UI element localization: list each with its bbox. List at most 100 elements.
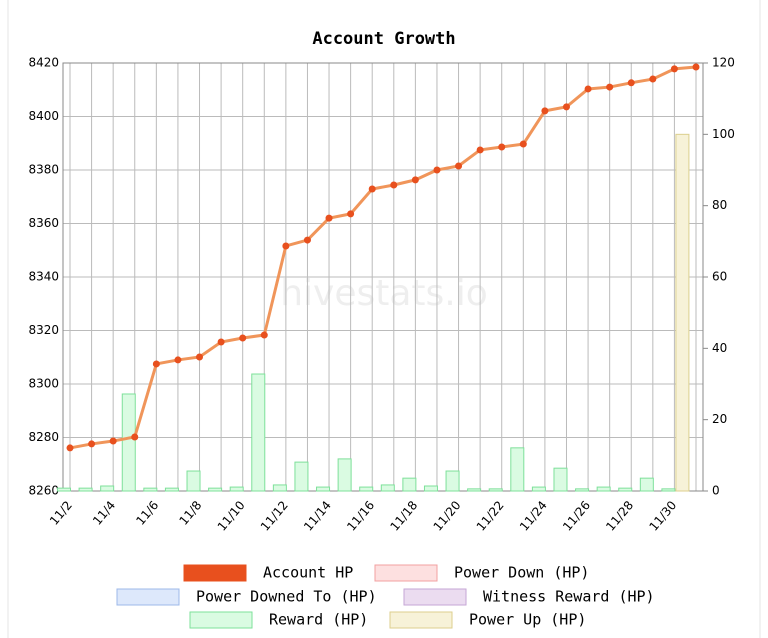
bar [661, 488, 676, 492]
bar [251, 373, 266, 492]
bar [531, 486, 546, 492]
y-tick-label: 8360 [28, 216, 59, 230]
bar [337, 458, 352, 492]
chart-title: Account Growth [312, 29, 455, 49]
x-tick-label: 11/8 [176, 498, 204, 528]
point [174, 356, 182, 364]
y2-tick-label: 120 [712, 56, 735, 70]
bar [143, 487, 158, 492]
x-tick-label: 11/26 [560, 498, 593, 533]
point [498, 143, 506, 151]
point [627, 79, 635, 87]
point [455, 162, 463, 170]
bar [402, 477, 417, 492]
y2-tick-label: 80 [712, 198, 727, 212]
legend-label: Power Down (HP) [454, 564, 589, 582]
y2-tick-label: 20 [712, 412, 727, 426]
x-tick-label: 11/6 [133, 498, 161, 528]
point [88, 440, 96, 448]
point [562, 103, 570, 111]
point [670, 65, 678, 73]
x-tick-label: 11/20 [431, 498, 464, 533]
x-tick-label: 11/10 [215, 498, 248, 533]
y-tick-label: 8300 [28, 377, 59, 391]
bar [164, 487, 179, 492]
bar [121, 393, 136, 492]
y-tick-label: 8260 [28, 484, 59, 498]
y2-tick-label: 100 [712, 127, 735, 141]
bar [675, 133, 690, 492]
bar [316, 486, 331, 492]
bar [553, 467, 568, 492]
x-tick-label: 11/30 [646, 498, 679, 533]
bar [78, 487, 93, 492]
bar [488, 488, 503, 492]
legend-label: Account HP [263, 564, 353, 582]
y2-tick-label: 60 [712, 270, 727, 284]
bar [294, 461, 309, 492]
y-tick-label: 8340 [28, 270, 59, 284]
legend-swatch [403, 588, 467, 606]
bar [575, 488, 590, 492]
point [109, 437, 117, 445]
bar [229, 486, 244, 492]
y2-tick-label: 40 [712, 341, 727, 355]
bar [639, 477, 654, 492]
bar [618, 487, 633, 492]
point [584, 85, 592, 93]
point [260, 331, 268, 339]
x-tick-label: 11/2 [47, 498, 75, 528]
x-tick-label: 11/28 [603, 498, 636, 533]
point [347, 210, 355, 218]
point [282, 242, 290, 250]
point [476, 146, 484, 154]
legend-label: Power Downed To (HP) [196, 588, 377, 606]
point [325, 214, 333, 222]
point [368, 185, 376, 193]
y-tick-label: 8320 [28, 323, 59, 337]
point [303, 236, 311, 244]
point [131, 433, 139, 441]
point [541, 107, 549, 115]
bar [208, 487, 223, 492]
bar [100, 485, 115, 492]
bar [359, 486, 374, 492]
point [519, 140, 527, 148]
point [692, 63, 700, 71]
y-tick-label: 8280 [28, 430, 59, 444]
y2-tick-label: 0 [712, 484, 720, 498]
x-tick-label: 11/18 [387, 498, 420, 533]
point [433, 166, 441, 174]
legend-swatch [374, 564, 438, 582]
point [66, 444, 74, 452]
point [239, 334, 247, 342]
y-tick-label: 8380 [28, 163, 59, 177]
point [196, 353, 204, 361]
point [217, 338, 225, 346]
point [390, 181, 398, 189]
line [69, 65, 697, 450]
legend-swatch [183, 564, 247, 582]
legend-swatch [389, 611, 453, 629]
point [606, 83, 614, 91]
x-tick-label: 11/12 [258, 498, 291, 533]
point [152, 360, 160, 368]
bar [510, 447, 525, 492]
bar [380, 484, 395, 492]
x-tick-label: 11/4 [90, 498, 118, 528]
y-tick-label: 8420 [28, 56, 59, 70]
legend-label: Reward (HP) [269, 611, 368, 629]
legend-swatch [189, 611, 253, 629]
x-tick-label: 11/16 [344, 498, 377, 533]
bar [57, 487, 71, 492]
legend-swatch [116, 588, 180, 606]
legend-label: Witness Reward (HP) [483, 588, 655, 606]
watermark: hivestats.io [280, 273, 488, 314]
bar [186, 470, 201, 492]
x-tick-label: 11/22 [474, 498, 507, 533]
bar [445, 470, 460, 492]
point [411, 176, 419, 184]
y-tick-label: 8400 [28, 109, 59, 123]
legend-label: Power Up (HP) [469, 611, 586, 629]
